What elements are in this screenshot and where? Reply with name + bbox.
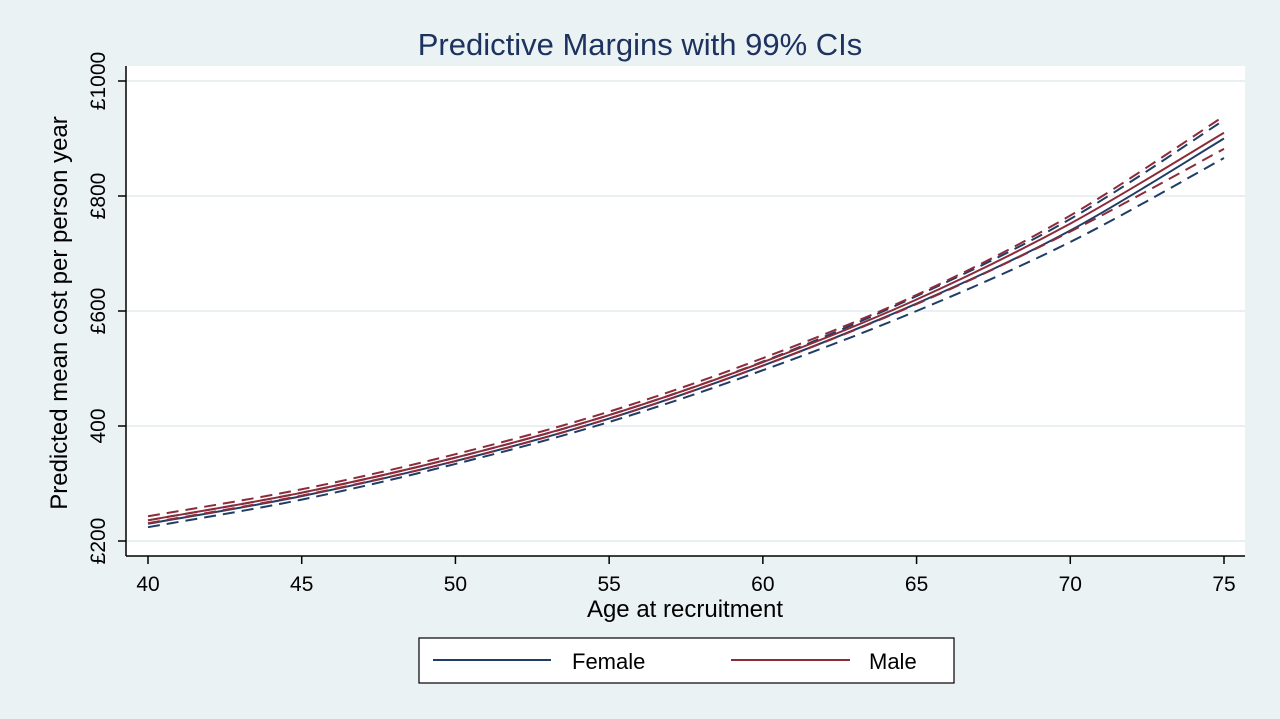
y-tick-label: £800 — [87, 173, 110, 220]
grid — [126, 80, 1245, 542]
series-male-ci-lower — [147, 147, 1225, 525]
legend-label-male: Male — [869, 649, 917, 674]
x-tick-label: 70 — [1059, 573, 1082, 596]
x-tick-label: 45 — [290, 573, 313, 596]
x-tick-label: 60 — [751, 573, 774, 596]
series-female-ci-lower — [147, 157, 1225, 529]
y-ticks: £200 400 £600 £800 £1000 — [87, 52, 126, 565]
y-tick-label: £600 — [87, 288, 110, 335]
series-layer — [147, 115, 1225, 529]
series-male-line — [147, 131, 1225, 522]
x-axis-label: Age at recruitment — [587, 596, 783, 623]
x-tick-label: 50 — [444, 573, 467, 596]
legend-label-female: Female — [572, 649, 645, 674]
y-tick-label: £1000 — [87, 52, 110, 110]
y-tick-label: 400 — [87, 408, 110, 443]
legend-box — [418, 637, 955, 684]
x-tick-label: 75 — [1212, 573, 1235, 596]
y-tick-label: £200 — [87, 518, 110, 565]
x-tick-label: 40 — [136, 573, 159, 596]
y-axis-label: Predicted mean cost per person year — [46, 116, 73, 510]
x-ticks: 40 45 50 55 60 65 70 75 — [136, 556, 1236, 596]
chart-title: Predictive Margins with 99% CIs — [418, 27, 863, 62]
series-male-ci-upper — [147, 115, 1225, 518]
x-tick-label: 65 — [905, 573, 928, 596]
legend: Female Male — [418, 637, 955, 684]
x-tick-label: 55 — [597, 573, 620, 596]
